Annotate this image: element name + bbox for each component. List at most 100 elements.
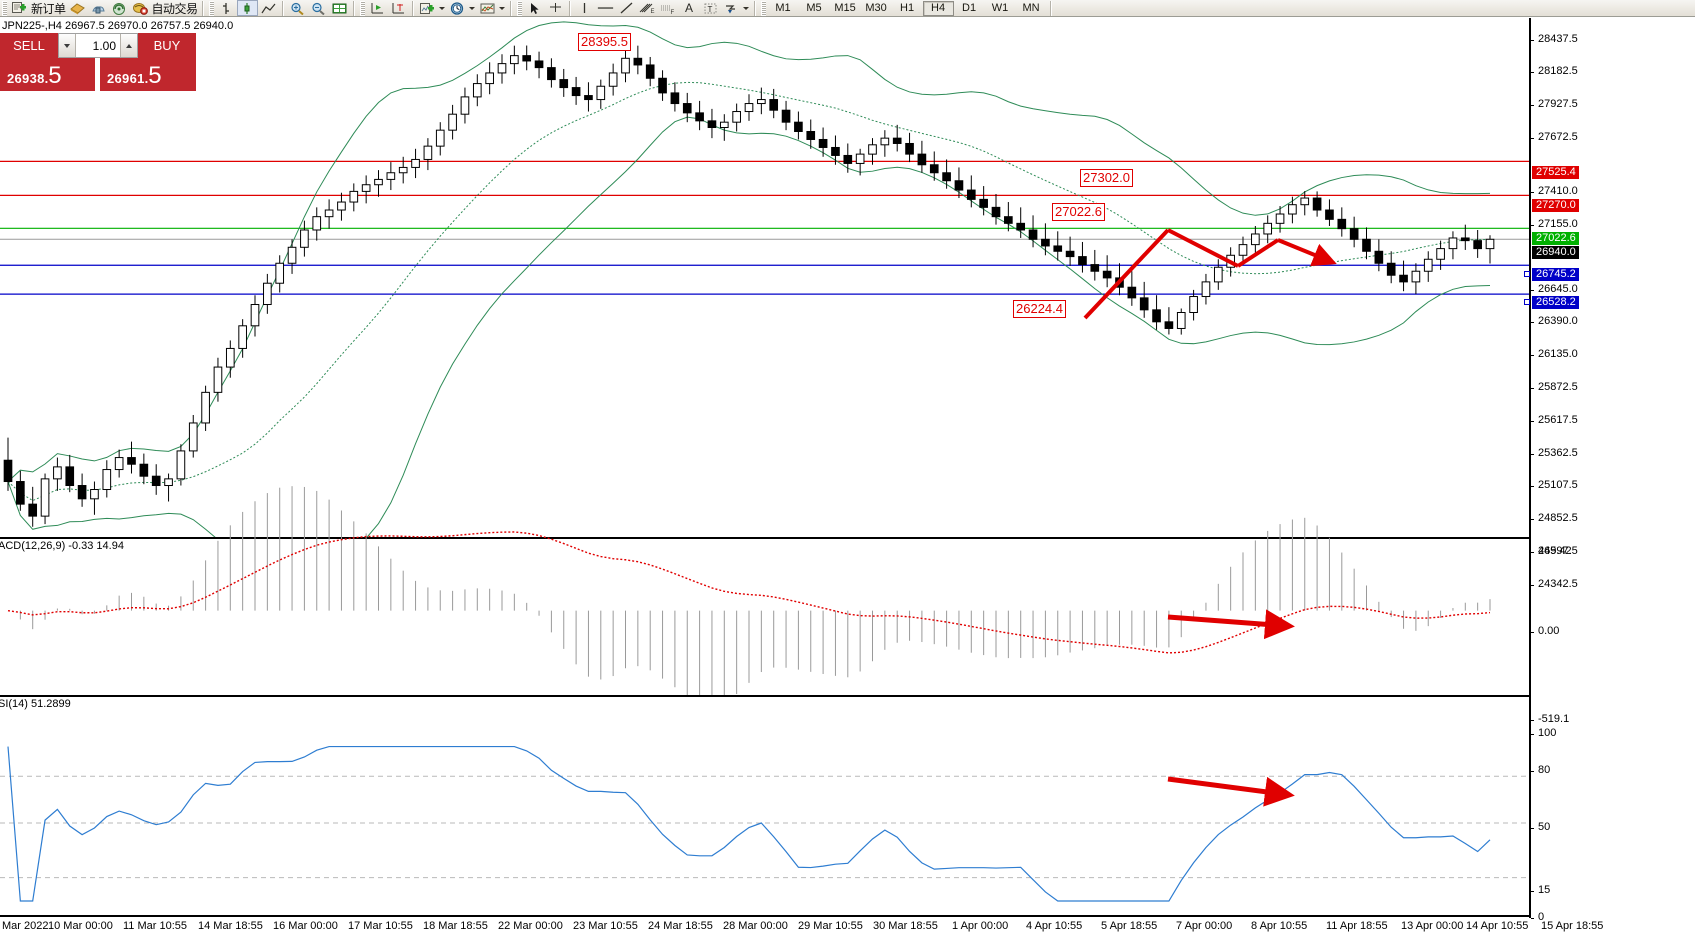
price-axis-badge-5[interactable]: 26528.2	[1532, 296, 1579, 309]
chart-line-icon[interactable]	[258, 0, 279, 16]
candle-body	[40, 478, 50, 517]
hline-handle-5[interactable]	[1524, 299, 1530, 305]
new-order-label[interactable]: 新订单	[31, 1, 66, 16]
mid-level-tag[interactable]: 27022.6	[1052, 203, 1105, 221]
indicators-icon[interactable]	[417, 0, 438, 16]
period-chevron-down-icon[interactable]	[468, 0, 477, 16]
lower-high-tag[interactable]: 27302.0	[1080, 169, 1133, 187]
timeframe-w1[interactable]: W1	[991, 2, 1009, 14]
time-axis[interactable]: Mar 2022 10 Mar 00:00 11 Mar 10:55 14 Mar 1…	[0, 915, 1603, 936]
rsi-pane[interactable]	[0, 697, 1529, 915]
zoom-out-icon[interactable]	[308, 0, 329, 16]
indicators-chevron-down-icon[interactable]	[438, 0, 447, 16]
buy-button[interactable]: BUY	[138, 33, 196, 58]
templates-chevron-down-icon[interactable]	[498, 0, 507, 16]
timeframe-mn[interactable]: MN	[1022, 2, 1040, 14]
price-axis-badge-3[interactable]: 26940.0	[1532, 246, 1579, 259]
toolbar-grip-2[interactable]	[208, 0, 214, 16]
price-axis-badge-1[interactable]: 27270.0	[1532, 199, 1579, 212]
price-axis-badge-2[interactable]: 27022.6	[1532, 232, 1579, 245]
timeframe-m30[interactable]: M30	[865, 2, 887, 14]
ask-price-fraction: 5	[148, 62, 162, 89]
candle-body	[1004, 216, 1013, 224]
zoom-in-icon[interactable]	[287, 0, 308, 16]
sell-button[interactable]: SELL	[0, 33, 58, 58]
vline-icon[interactable]	[574, 0, 595, 16]
macd-pane[interactable]	[0, 486, 1529, 706]
rsi-axis-tick-2: 50	[1531, 821, 1550, 833]
toolbar-grip-5[interactable]	[760, 0, 766, 16]
candle-body	[547, 67, 556, 81]
objects-icon[interactable]	[721, 0, 742, 16]
text-label-icon[interactable]: T	[700, 0, 721, 16]
candle-body	[114, 457, 124, 471]
price-axis-badge-4[interactable]: 26745.2	[1532, 268, 1579, 281]
candle-body	[757, 99, 766, 105]
timeframe-m15[interactable]: M15	[834, 2, 856, 14]
candle-body	[781, 109, 791, 123]
volume-input[interactable]: 1.00	[92, 38, 116, 53]
auto-scroll-icon[interactable]	[367, 0, 388, 16]
chart-candle-icon[interactable]	[236, 0, 258, 16]
line-chart-icon[interactable]	[109, 0, 130, 16]
trendline-icon[interactable]	[616, 0, 637, 16]
toolbar-divider-2	[281, 0, 284, 16]
bar-chart-icon[interactable]	[67, 0, 88, 16]
trend-arrow-segment-0	[1083, 228, 1170, 320]
crosshair-icon[interactable]	[545, 0, 566, 16]
hline-handle-4[interactable]	[1524, 271, 1530, 277]
toolbar-grip[interactable]	[2, 0, 7, 16]
candle-body	[188, 422, 198, 452]
timeframe-d1[interactable]: D1	[962, 2, 977, 14]
auto-trading-icon[interactable]	[130, 0, 151, 16]
candle-body	[324, 209, 334, 218]
macd-axis-tick-1: 0.00	[1531, 625, 1559, 637]
chart-canvas[interactable]: ACD(12,26,9) -0.33 14.94 SI(14) 51.2899 …	[0, 18, 1695, 936]
hline-icon[interactable]	[595, 0, 616, 16]
text-icon[interactable]: A	[685, 1, 694, 15]
cursor-icon[interactable]	[524, 0, 545, 16]
objects-chevron-down-icon[interactable]	[742, 0, 751, 16]
price-axis-tick-1: 28182.5	[1531, 65, 1578, 77]
candle-body	[682, 103, 692, 114]
candle-body	[287, 246, 297, 264]
timeframe-h4[interactable]: H4	[922, 0, 954, 16]
templates-icon[interactable]	[477, 0, 498, 16]
toolbar-grip-3[interactable]	[359, 0, 365, 16]
macd-indicator-label: ACD(12,26,9) -0.33 14.94	[0, 540, 124, 552]
candle-body	[250, 304, 260, 327]
toolbar-grip-4[interactable]	[516, 0, 522, 16]
auto-trading-label[interactable]: 自动交易	[151, 1, 199, 16]
candle-body	[201, 391, 210, 424]
grid-icon[interactable]	[329, 0, 350, 16]
timeframe-h1[interactable]: H1	[900, 2, 915, 14]
chart-bar-icon[interactable]	[216, 0, 237, 16]
new-order-icon[interactable]	[9, 0, 30, 16]
volume-decrease-button[interactable]	[59, 34, 76, 57]
period-icon[interactable]	[447, 0, 468, 16]
candle-body	[806, 130, 816, 140]
price-axis-badge-0[interactable]: 27525.4	[1532, 166, 1579, 179]
price-pane[interactable]	[0, 18, 1529, 578]
volume-increase-button[interactable]	[120, 34, 137, 57]
ask-price[interactable]: 26961 . 5	[100, 58, 196, 91]
chart-shift-icon[interactable]	[388, 0, 409, 16]
candlestick-icon[interactable]	[88, 0, 109, 16]
time-axis-label-2: 11 Mar 10:55	[123, 920, 188, 932]
timeframe-m5[interactable]: M5	[806, 2, 822, 14]
swing-high-tag[interactable]: 28395.5	[578, 33, 631, 51]
fibo-f-icon[interactable]: F	[658, 0, 679, 16]
volume-stepper[interactable]: 1.00	[58, 33, 138, 58]
timeframe-m1[interactable]: M1	[775, 2, 791, 14]
fibo-icon[interactable]: E	[637, 0, 658, 16]
symbol-ohlc-line: JPN225-,H4 26967.5 26970.0 26757.5 26940…	[2, 20, 234, 32]
price-axis[interactable]: 28437.5 28182.5 27927.5 27672.5 27410.0 27155…	[1524, 18, 1695, 923]
trend-arrow-segment-2	[1236, 238, 1280, 268]
candle-body	[411, 158, 420, 168]
time-axis-label-12: 30 Mar 18:55	[873, 920, 938, 932]
candle-body	[53, 466, 62, 480]
swing-low-tag[interactable]: 26224.4	[1013, 300, 1066, 318]
candle-body	[16, 481, 25, 505]
candle-body	[1325, 209, 1334, 220]
bid-price[interactable]: 26938 . 5	[0, 58, 95, 91]
